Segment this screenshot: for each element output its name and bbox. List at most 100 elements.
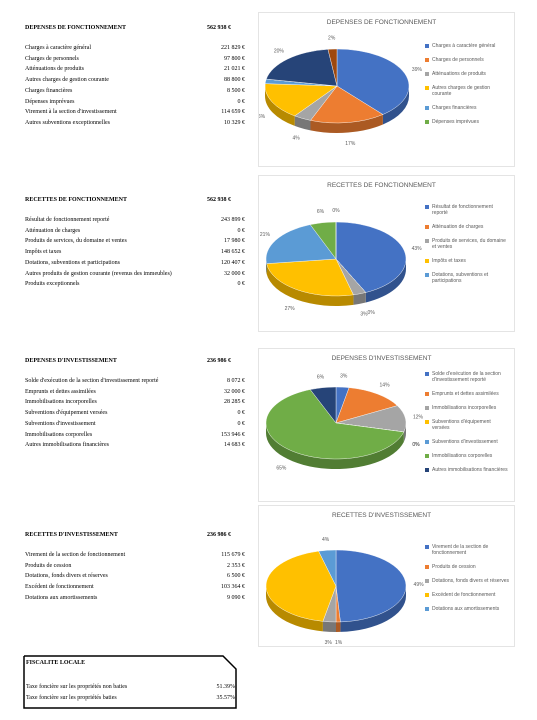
legend-item: Atténuation de charges [425,224,509,230]
legend-label: Charges à caractère général [432,43,496,49]
table-row: Immobilisations corporelles 153 946 € [25,432,245,441]
slice-side [365,259,406,303]
legend-swatch [425,392,429,396]
row-label: Charges à caractère général [25,45,92,51]
table-row: Charges de personnels 97 800 € [25,56,245,65]
legend-swatch [425,372,429,376]
slice-side [266,423,404,470]
row-value: 17 980 € [224,238,245,245]
slice [264,83,338,117]
legend-swatch [425,545,429,549]
fiscalite-row: Taxe foncière sur les propriétés non bat… [26,684,235,693]
row-value: 148 652 € [221,249,245,256]
frame [23,655,237,709]
row-value: 0 € [237,410,246,417]
legend-label: Autres charges de gestion courante [432,85,491,97]
legend-swatch [425,454,429,458]
data-label: 3% [360,312,368,318]
table-row: Résultat de fonctionnement reporté 243 89… [25,217,245,226]
pie-chart: 39%17%4%16%2%0%20%2% [259,35,422,147]
table-row: Subventions d'investissement 0 € [25,421,245,430]
legend-item: Charges de personnels [425,57,509,63]
legend-item: Charges financières [425,105,509,111]
slice-side [266,586,323,632]
slice-side [322,621,336,632]
fiscalite-row: Taxe foncière sur les propriétés baties … [26,695,235,704]
chart-box: 43% 0% 3% 27% 21% 6% 0% RECETTES DE FONCTIONNEM… [258,175,515,332]
pie-chart: 3%14%12%0%0%65%6% [265,374,424,471]
table-total: 236 986 € [207,532,231,538]
table-row: Produits exceptionnels 0 € [25,281,245,290]
row-value: 35.57% [216,695,236,701]
row-value: 0 € [237,98,246,105]
data-label: 3% [340,374,348,380]
legend-item: Dotations, subventions et participations [425,272,509,284]
row-label: Autres charges de gestion courante [25,77,109,84]
table-row: Autres subventions exceptionnelles 10 329… [25,120,245,129]
table-row: Dotations, subventions et participations… [25,260,245,269]
row-label: Charges financières [25,87,73,94]
legend-item: Impôts et taxes [425,258,509,264]
row-label: Excédent de fonctionnement [25,584,94,591]
row-value: 153 946 € [221,431,245,438]
table-row: Autres produits de gestion courante (rev… [25,271,245,280]
legend-swatch [425,468,429,472]
legend-item: Produits de cession [425,564,509,570]
table-row: Charges à caractère général 221 829 € [25,45,245,54]
table-row: Impôts et taxes 148 652 € [25,249,245,258]
row-label: Impôts et taxes [25,249,62,256]
legend-label: Dotations aux amortissements [432,606,500,612]
row-label: Dotations, subventions et participations [25,259,120,266]
table-header: DEPENSES D'INVESTISSEMENT 236 986 € [25,358,245,364]
data-label: 0% [412,442,420,448]
row-value: 97 800 € [224,55,245,62]
legend-label: Charges financières [432,105,477,111]
table: DEPENSES DE FONCTIONNEMENT 562 938 € Charg… [25,25,245,145]
legend-item: Autres charges de gestion courante [425,85,509,97]
row-label: Virement à la section d'investissement [25,109,117,116]
table: RECETTES D'INVESTISSEMENT 236 986 € Vireme… [25,532,245,652]
table-row: Emprunts et dettes assimilées 32 000 € [25,389,245,398]
row-label: Subventions d'investissement [25,420,96,427]
table-header: DEPENSES DE FONCTIONNEMENT 562 938 € [25,25,245,31]
slice-side [265,86,295,126]
table-row: Virement à la section d'investissement 11… [25,109,245,118]
table-total: 562 938 € [207,25,231,31]
table-title: RECETTES DE FONCTIONNEMENT [25,197,128,203]
table-row: Dépenses imprévues 0 € [25,99,245,108]
row-label: Résultat de fonctionnement reporté [25,217,110,223]
data-label: 6% [317,209,325,215]
chart-box: 39%17%4%16%2%0%20%2%DEPENSES DE FONCTION… [258,12,515,167]
table-row: Produits de cession 2 353 € [25,563,245,572]
row-label: Taxe foncière sur les propriétés non bat… [26,684,128,690]
row-label: Dotations, fonds divers et réserves [25,573,108,580]
slice-side [266,263,354,306]
slice-side [382,86,409,125]
data-label: 20% [274,48,285,54]
data-label: 16% [259,114,266,120]
legend-label: Solde d'exécution de la section d'invest… [432,371,501,383]
data-label: 3% [325,640,333,646]
legend-swatch [425,579,429,583]
row-label: Charges de personnels [25,55,79,62]
row-value: 21 021 € [224,66,245,73]
row-label: Dotations aux amortissements [25,594,98,601]
legend-item: Excédent de fonctionnement [425,592,509,598]
row-value: 8 500 € [227,87,245,94]
fiscalite-title: FISCALITE LOCALE [26,660,86,666]
chart-box: 3% 14% 12% 0% 0% 65% 6% DEPENSES D'INVESTISSEME… [258,348,515,502]
row-value: 2 353 € [227,562,245,569]
legend-swatch [425,106,429,110]
table-row: Atténuations de produits 21 021 € [25,66,245,75]
slice [265,389,405,460]
legend-swatch [425,565,429,569]
row-label: Produits exceptionnels [25,281,80,288]
chart-title: RECETTES D'INVESTISSEMENT [331,512,432,519]
legend-swatch [425,593,429,597]
table-header: RECETTES D'INVESTISSEMENT 236 986 € [25,532,245,538]
table-row: Dotations, fonds divers et réserves 6 500… [25,573,245,582]
row-value: 120 407 € [221,259,245,266]
legend: Résultat de fonctionnement reporté Atténu… [425,204,509,284]
row-label: Immobilisations corporelles [25,431,93,438]
table-row: Solde d'exécution de la section d'invest… [25,378,245,387]
